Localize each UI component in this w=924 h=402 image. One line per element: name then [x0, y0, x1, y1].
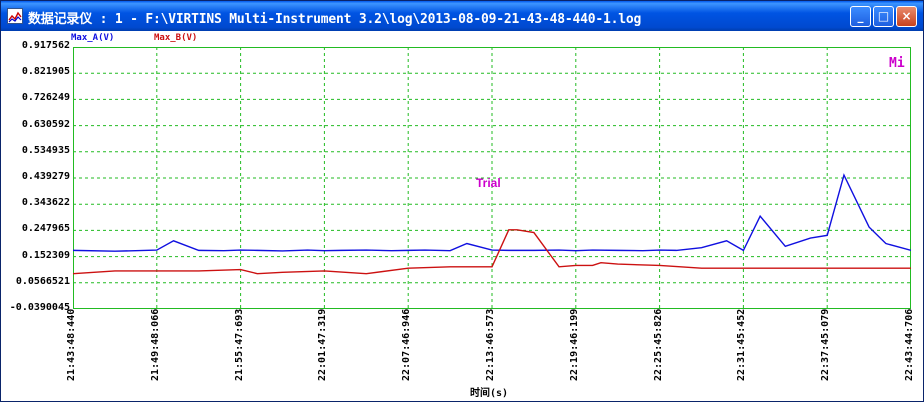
corner-label: Mi: [889, 56, 905, 71]
y-tick-label: 0.0566521: [15, 275, 70, 287]
close-button[interactable]: ×: [896, 6, 917, 27]
series-line-max-a: [73, 173, 911, 252]
x-tick-label: 22:19:46:199: [568, 308, 580, 381]
y-tick-label: 0.630592: [21, 118, 70, 130]
y-tick-label: 0.917562: [21, 40, 70, 51]
x-tick-label: 22:43:44:706: [904, 308, 915, 381]
x-tick-label: 22:13:46:573: [485, 308, 496, 381]
y-tick-label: 0.247965: [21, 223, 70, 235]
x-tick-label: 21:43:48:440: [66, 308, 77, 381]
chart-area: Max_A(V) Max_B(V) 0.917562 0.821905 0.7262…: [4, 31, 922, 400]
y-tick-label: 0.726249: [21, 92, 70, 104]
y-tick-label: 0.534935: [21, 144, 70, 156]
window-title: 数据记录仪 : 1 - F:\VIRTINS Multi-Instrument …: [28, 12, 642, 27]
minimize-button[interactable]: _: [850, 6, 871, 27]
x-tick-label: 22:31:45:452: [736, 308, 748, 381]
title-bar[interactable]: 数据记录仪 : 1 - F:\VIRTINS Multi-Instrument …: [1, 1, 923, 31]
legend-series-b: Max_B(V): [154, 33, 198, 43]
x-tick-label: 22:07:46:946: [401, 308, 413, 381]
legend-series-a: Max_A(V): [71, 33, 115, 43]
x-axis-title: 时间(s): [470, 388, 509, 399]
plot-canvas[interactable]: [73, 47, 911, 309]
plot-frame: [73, 47, 911, 309]
x-tick-label: 22:25:45:826: [652, 308, 664, 381]
y-tick-label: -0.0390045: [9, 302, 70, 313]
x-tick-label: 22:37:45:079: [820, 308, 832, 381]
maximize-button[interactable]: □: [873, 6, 894, 27]
x-tick-label: 21:55:47:693: [233, 308, 245, 381]
y-tick-label: 0.821905: [21, 66, 70, 78]
series-line-max-b: [73, 229, 911, 275]
y-tick-label: 0.343622: [21, 197, 70, 209]
x-tick-label: 22:01:47:319: [317, 308, 329, 381]
trial-watermark: Trial: [476, 176, 501, 190]
y-tick-label: 0.152309: [21, 249, 70, 261]
chart-app-icon: [7, 8, 23, 24]
y-tick-label: 0.439279: [21, 171, 70, 182]
x-tick-label: 21:49:48:066: [149, 308, 161, 381]
